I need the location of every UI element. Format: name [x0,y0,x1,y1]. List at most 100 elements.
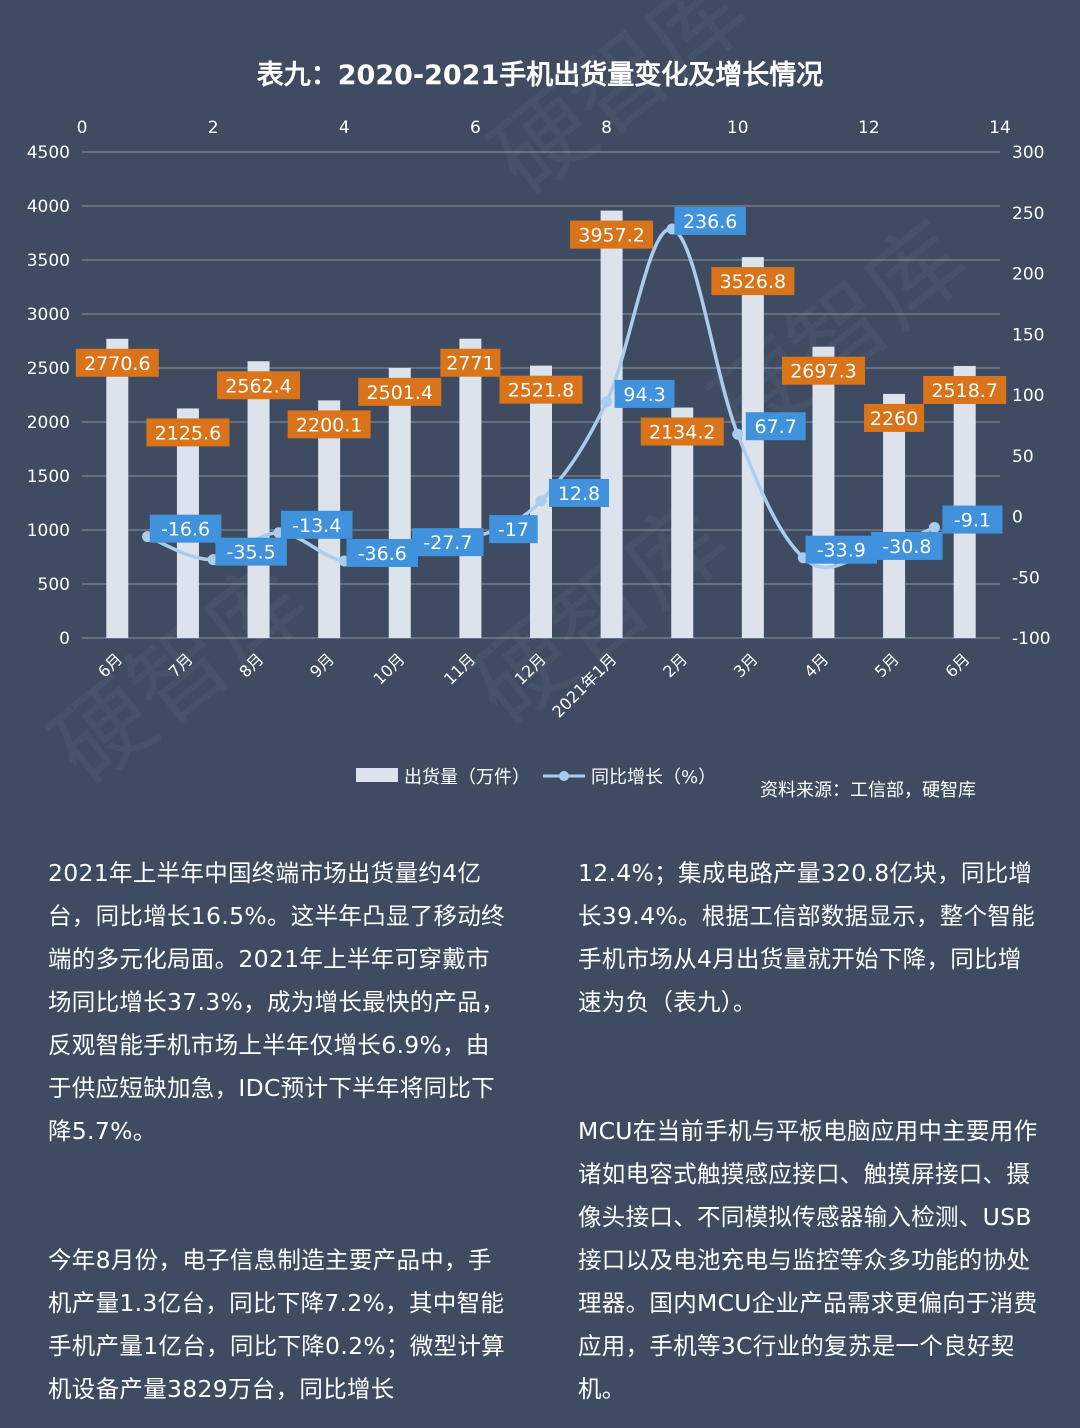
bar-value-label-text: 2771 [446,353,494,375]
right-tick-label: 50 [1012,447,1034,467]
line-value-label-box [614,379,675,408]
category-label: 9月 [306,649,338,681]
line-value-label: -13.4 [280,510,353,539]
bar-value-label: 2134.2 [640,417,724,446]
legend-line-label: 同比增长（%） [591,767,716,788]
bar-value-label-box [499,375,583,404]
left-tick-label: 3500 [27,251,70,271]
line-value-label-box [412,528,484,557]
bar-value-label: 2771 [440,348,501,377]
left-tick-label: 2000 [27,413,70,433]
bar-value-label: 2260 [864,403,925,432]
bar [600,210,623,638]
category-label: 4月 [800,649,832,681]
chart-title: 表九：2020-2021手机出货量变化及增长情况 [257,59,824,91]
line-value-label: -30.8 [871,531,943,560]
article-paragraph: 今年8月份，电子信息制造主要产品中，手机产量1.3亿台，同比下降7.2%，其中智… [48,1246,505,1403]
right-tick-label: 300 [1012,143,1044,163]
article-left-column: 2021年上半年中国终端市场出货量约4亿台，同比增长16.5%。这半年凸显了移动… [48,852,510,1411]
bar-value-label-text: 3526.8 [720,271,786,293]
bar-value-label: 3957.2 [570,220,654,249]
right-tick-label: 150 [1012,325,1044,345]
left-tick-label: 4500 [27,143,70,163]
left-tick-label: 1500 [27,467,70,487]
bar [106,338,129,638]
left-tick-label: 0 [59,629,70,649]
line-point [732,428,744,440]
line-value-label: -36.6 [346,538,419,567]
bar-value-label-box [711,267,795,296]
left-tick-label: 500 [38,575,70,595]
line-value-label-text: -17 [498,519,529,541]
legend-bar-label: 出货量（万件） [404,767,530,788]
line-value-label: -17 [489,515,538,544]
line-value-label-text: -35.5 [227,542,276,564]
bar-value-label-box [146,418,230,447]
line-value-label: -35.5 [215,537,287,566]
bar-value-label-box [440,348,501,377]
bar-value-label-box [287,410,371,439]
article-right-column: 12.4%；集成电路产量320.8亿块，同比增长39.4%。根据工信部数据显示，… [578,852,1040,1411]
top-axis: 0 2 4 6 8 10 12 14 [77,118,1011,138]
bar [459,338,482,638]
line-value-label-text: 67.7 [755,416,797,438]
line-value-label-box [871,531,943,560]
bar-value-label-text: 2125.6 [155,422,221,444]
top-tick-label: 0 [77,118,88,138]
bar-series [106,210,976,638]
right-tick-label: 200 [1012,265,1044,285]
bar [247,361,270,638]
line-value-label: -9.1 [942,505,1003,534]
bar-value-label-box [781,356,865,385]
line-value-label-text: -27.7 [423,532,472,554]
bar-value-label-text: 2501.4 [367,382,433,404]
line-value-label-box [805,535,878,564]
line-value-label-box [346,538,419,567]
line-value-label-box [549,478,609,507]
source-note: 资料来源：工信部，硬智库 [760,780,976,801]
top-tick-label: 6 [470,118,481,138]
top-tick-label: 4 [339,118,350,138]
line-value-label-box [674,207,746,236]
line-value-label-text: -33.9 [817,540,866,562]
bar-value-label: 2518.7 [923,375,1007,404]
line-point [928,522,940,534]
bar [671,407,694,638]
category-label: 3月 [730,649,762,681]
category-label: 2月 [659,649,691,681]
bar-value-label-box [640,417,724,446]
bar [812,346,835,638]
bar [388,367,411,638]
line-value-label-text: -16.6 [161,519,210,541]
line-point [601,396,613,408]
line-value-label-box [149,514,222,543]
bar-value-label-text: 2260 [870,408,918,430]
article-paragraph: 12.4%；集成电路产量320.8亿块，同比增长39.4%。根据工信部数据显示，… [578,859,1035,1016]
bar [883,393,906,638]
line-value-label-text: 12.8 [558,483,600,505]
bar-value-label-box [864,403,925,432]
line-value-label: 12.8 [549,478,609,507]
bar [741,257,764,638]
bar-value-label-text: 2770.6 [84,353,150,375]
bar [953,365,976,638]
line-value-label-text: 94.3 [623,384,665,406]
line-value-label-box [215,537,287,566]
right-tick-label: -100 [1012,629,1051,649]
right-tick-label: -50 [1012,568,1040,588]
line-value-label-text: -30.8 [882,536,931,558]
top-tick-label: 10 [727,118,749,138]
bar-value-label: 2200.1 [287,410,371,439]
bar-value-label: 3526.8 [711,267,795,296]
line-value-label: -33.9 [805,535,878,564]
bar-value-label-text: 2521.8 [508,380,574,402]
article-paragraph: MCU在当前手机与平板电脑应用中主要用作诸如电容式触摸感应接口、触摸屏接口、摄像… [578,1117,1038,1403]
top-tick-label: 2 [208,118,219,138]
left-tick-label: 4000 [27,197,70,217]
line-value-label-text: 236.6 [683,211,737,233]
bar-value-label-text: 2200.1 [296,414,362,436]
bar-value-label: 2770.6 [75,348,159,377]
left-tick-label: 1000 [27,521,70,541]
line-value-label-text: -13.4 [292,515,341,537]
